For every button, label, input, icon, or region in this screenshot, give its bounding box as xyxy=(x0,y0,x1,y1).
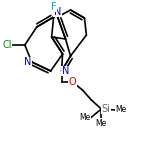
Text: Me: Me xyxy=(79,114,90,123)
Text: Si: Si xyxy=(101,104,110,114)
Text: Me: Me xyxy=(96,119,107,128)
Text: N: N xyxy=(62,66,69,76)
Text: N: N xyxy=(54,7,61,17)
Text: O: O xyxy=(69,77,76,87)
Text: N: N xyxy=(24,57,32,67)
Text: Me: Me xyxy=(115,105,126,114)
Text: Cl: Cl xyxy=(2,40,12,50)
Text: F: F xyxy=(51,2,56,12)
